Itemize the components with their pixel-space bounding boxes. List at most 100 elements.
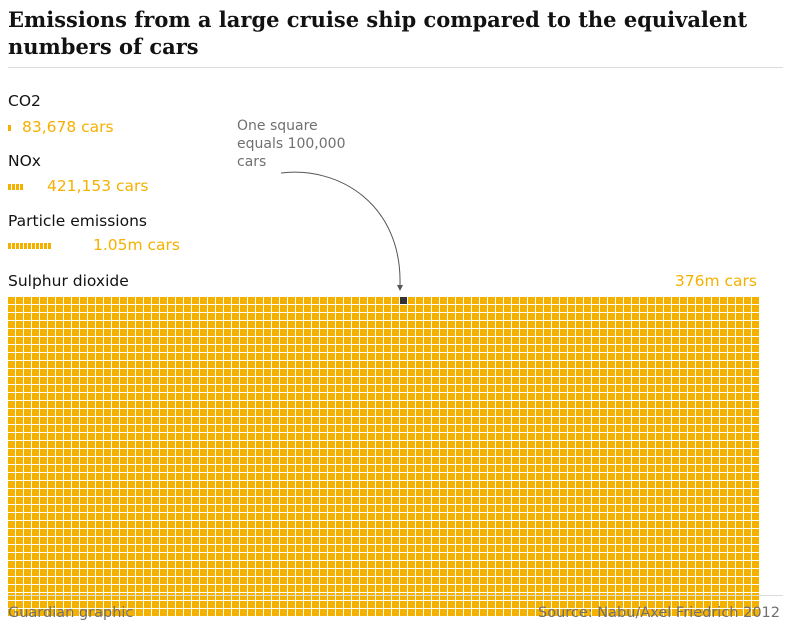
square [384,353,391,360]
square [416,321,423,328]
square [136,577,143,584]
square [616,401,623,408]
square [448,313,455,320]
square [528,489,535,496]
square [416,345,423,352]
square [296,569,303,576]
square [632,497,639,504]
square [496,609,503,616]
square [704,425,711,432]
square [440,505,447,512]
square [152,609,159,616]
square [48,441,55,448]
square [136,433,143,440]
square [112,297,119,304]
square [568,425,575,432]
square [344,329,351,336]
square [456,337,463,344]
square [360,481,367,488]
square [256,553,263,560]
square [272,441,279,448]
square [40,361,47,368]
square [712,553,719,560]
square [120,353,127,360]
square [488,521,495,528]
square [144,433,151,440]
square [528,417,535,424]
square [120,393,127,400]
square [744,425,751,432]
square [216,545,223,552]
square [256,441,263,448]
square [8,569,15,576]
square [744,401,751,408]
square [416,601,423,608]
square [272,433,279,440]
square [440,585,447,592]
square [96,401,103,408]
square [560,369,567,376]
square [328,601,335,608]
square [520,305,527,312]
square [640,305,647,312]
square [504,529,511,536]
square [648,441,655,448]
square [24,521,31,528]
square [664,457,671,464]
square [632,377,639,384]
square [744,529,751,536]
square [488,305,495,312]
square [224,353,231,360]
square [624,377,631,384]
square [632,569,639,576]
square [216,409,223,416]
square [704,297,711,304]
square [8,425,15,432]
square [592,361,599,368]
square [144,585,151,592]
square [288,457,295,464]
square [32,481,39,488]
square [288,361,295,368]
square [88,369,95,376]
square [96,321,103,328]
square [496,409,503,416]
square [368,345,375,352]
square [648,393,655,400]
square [568,361,575,368]
square [696,377,703,384]
square [280,441,287,448]
square [688,593,695,600]
square [352,513,359,520]
square [368,545,375,552]
square [624,457,631,464]
square [312,369,319,376]
square [480,521,487,528]
square [464,561,471,568]
square [640,449,647,456]
square [520,425,527,432]
square [232,393,239,400]
square [136,553,143,560]
square [48,377,55,384]
square [736,313,743,320]
square [312,393,319,400]
square [400,537,407,544]
square [712,489,719,496]
square [200,609,207,616]
square [296,337,303,344]
square [128,489,135,496]
square [664,609,671,616]
square [168,505,175,512]
square [688,513,695,520]
square [656,577,663,584]
square [208,609,215,616]
square [456,425,463,432]
square [264,553,271,560]
square [280,601,287,608]
square [336,305,343,312]
square [648,361,655,368]
square [56,377,63,384]
square [376,537,383,544]
square [272,609,279,616]
